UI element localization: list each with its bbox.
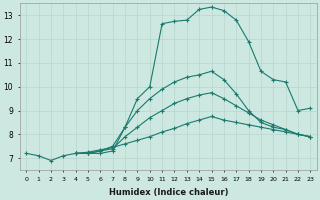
X-axis label: Humidex (Indice chaleur): Humidex (Indice chaleur) (108, 188, 228, 197)
